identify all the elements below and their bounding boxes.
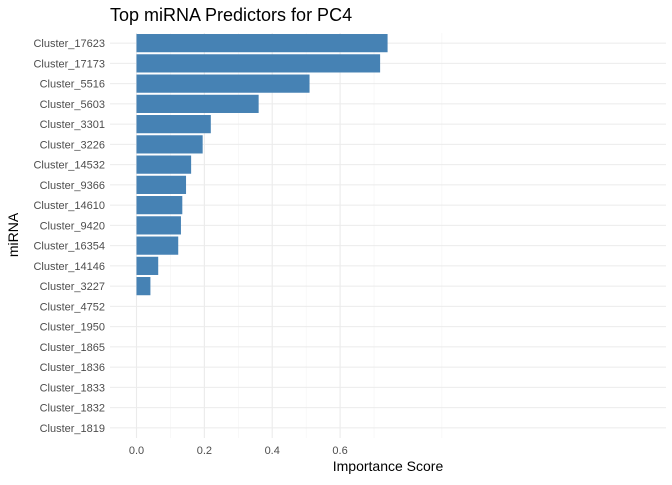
x-tick-label: 0.6 bbox=[332, 445, 347, 457]
y-tick-label: Cluster_1832 bbox=[40, 403, 105, 415]
y-tick-label: Cluster_1836 bbox=[40, 362, 105, 374]
bar-cluster-9420 bbox=[136, 216, 181, 235]
bar-cluster-14532 bbox=[136, 155, 192, 174]
y-tick-labels: Cluster_17623 Cluster_17173 Cluster_5516 Cl… bbox=[33, 38, 105, 435]
x-tick-label: 0.0 bbox=[129, 445, 144, 457]
x-axis-title: Importance Score bbox=[333, 458, 444, 474]
y-tick-label: Cluster_4752 bbox=[40, 301, 105, 313]
y-tick-label: Cluster_5516 bbox=[40, 79, 105, 91]
bar-cluster-3226 bbox=[136, 135, 203, 154]
x-tick-label: 0.4 bbox=[265, 445, 280, 457]
bar-cluster-17623 bbox=[136, 34, 388, 53]
y-tick-label: Cluster_14532 bbox=[33, 160, 105, 172]
bar-cluster-5603 bbox=[136, 94, 259, 113]
x-tick-label: 0.2 bbox=[197, 445, 212, 457]
bar-cluster-9366 bbox=[136, 175, 187, 194]
bar-cluster-14146 bbox=[136, 256, 159, 275]
y-tick-label: Cluster_1865 bbox=[40, 342, 105, 354]
y-tick-label: Cluster_1819 bbox=[40, 423, 105, 435]
y-tick-label: Cluster_3301 bbox=[40, 119, 105, 131]
y-tick-label: Cluster_3226 bbox=[40, 139, 105, 151]
y-tick-label: Cluster_9420 bbox=[40, 220, 105, 232]
bar-cluster-5516 bbox=[136, 74, 310, 93]
y-tick-label: Cluster_1833 bbox=[40, 382, 105, 394]
y-tick-label: Cluster_14610 bbox=[33, 200, 105, 212]
y-tick-label: Cluster_17623 bbox=[33, 38, 105, 50]
bar-cluster-16354 bbox=[136, 236, 179, 255]
bar-cluster-3227 bbox=[136, 277, 151, 296]
y-tick-label: Cluster_1950 bbox=[40, 322, 105, 334]
y-axis-title: miRNA bbox=[5, 212, 21, 257]
grid-lines bbox=[110, 33, 666, 438]
bars bbox=[136, 34, 388, 296]
y-tick-label: Cluster_17173 bbox=[33, 58, 105, 70]
bar-cluster-14610 bbox=[136, 196, 183, 215]
bar-cluster-3301 bbox=[136, 115, 211, 134]
y-tick-label: Cluster_3227 bbox=[40, 281, 105, 293]
chart-title: Top miRNA Predictors for PC4 bbox=[110, 5, 352, 25]
y-tick-label: Cluster_14146 bbox=[33, 261, 105, 273]
y-tick-label: Cluster_9366 bbox=[40, 180, 105, 192]
y-tick-label: Cluster_16354 bbox=[33, 241, 105, 253]
y-tick-label: Cluster_5603 bbox=[40, 99, 105, 111]
x-tick-labels: 0.0 0.2 0.4 0.6 bbox=[129, 445, 348, 457]
bar-cluster-17173 bbox=[136, 54, 381, 73]
